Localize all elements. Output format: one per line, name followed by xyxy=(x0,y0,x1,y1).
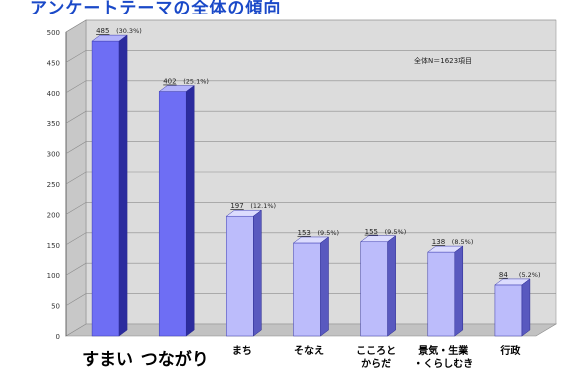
gridline xyxy=(65,141,556,154)
bar-front xyxy=(91,40,120,337)
gridline xyxy=(65,50,556,63)
total-count-note: 全体N＝1623項目 xyxy=(414,57,473,65)
y-tick-label: 100 xyxy=(47,272,60,280)
bar-percent-label: (8.5%) xyxy=(452,238,474,246)
bar-6 xyxy=(427,245,464,337)
y-tick-label: 350 xyxy=(47,120,60,128)
bar-side xyxy=(387,235,396,337)
gridline xyxy=(65,19,556,33)
x-category-label: まち xyxy=(231,346,252,357)
y-tick-label: 300 xyxy=(47,151,60,159)
bar-3 xyxy=(225,209,263,337)
y-tick-label: 200 xyxy=(47,211,60,219)
x-category-label: こころと からだ xyxy=(356,346,397,370)
bar-1 xyxy=(91,34,128,337)
y-tick-label: 250 xyxy=(47,181,60,189)
bar-percent-label: (12.1%) xyxy=(250,202,276,210)
bar-side xyxy=(521,278,531,337)
y-tick-label: 500 xyxy=(47,29,60,37)
bar-front xyxy=(226,215,254,337)
bar-value-label: 84 xyxy=(499,271,508,279)
bar-value-label: 153 xyxy=(298,229,311,237)
gridline xyxy=(65,202,556,215)
bar-2 xyxy=(158,85,195,337)
bar-value-label: 138 xyxy=(432,238,445,246)
gridline xyxy=(65,171,556,185)
bar-front xyxy=(360,241,388,337)
bar-value-label: 485 xyxy=(96,27,109,35)
y-tick-label: 400 xyxy=(47,90,60,98)
bar-front xyxy=(427,251,456,337)
bar-value-label: 402 xyxy=(163,78,176,86)
bar-side xyxy=(320,236,329,337)
y-tick-label: 50 xyxy=(51,303,60,311)
bar-side xyxy=(454,245,464,337)
gridline xyxy=(65,293,556,306)
bar-percent-label: (9.5%) xyxy=(318,229,340,237)
bar-value-label: 155 xyxy=(365,228,378,236)
bar-front xyxy=(158,91,187,337)
bar-side xyxy=(185,85,195,337)
bar-percent-label: (25.1%) xyxy=(183,78,209,86)
bar-5 xyxy=(359,235,397,337)
bar-percent-label: (30.3%) xyxy=(116,27,142,35)
bar-side xyxy=(118,34,128,337)
bar-percent-label: (5.2%) xyxy=(519,271,541,279)
gridline xyxy=(65,262,556,276)
bar-4 xyxy=(292,236,330,337)
bar-side xyxy=(253,209,262,337)
bar-front xyxy=(494,284,523,337)
x-category-label: そなえ xyxy=(294,346,324,357)
x-category-label: すまい xyxy=(82,350,134,370)
chart-banner: アンケートテーマの全体の傾向 xyxy=(30,0,282,14)
y-tick-label: 0 xyxy=(56,333,60,341)
x-category-label: 行政 xyxy=(500,346,521,357)
y-tick-label: 450 xyxy=(47,59,60,67)
y-tick-label: 150 xyxy=(47,242,60,250)
gridline xyxy=(65,232,556,246)
x-category-label: つながり xyxy=(140,350,209,370)
bar-front xyxy=(293,242,321,337)
bar-percent-label: (9.5%) xyxy=(385,228,407,236)
gridline xyxy=(65,110,556,124)
bar-value-label: 197 xyxy=(230,202,243,210)
x-category-label: 景気・生業 ・くらしむき xyxy=(413,346,474,370)
bar-7 xyxy=(494,278,531,337)
gridline xyxy=(65,80,556,94)
